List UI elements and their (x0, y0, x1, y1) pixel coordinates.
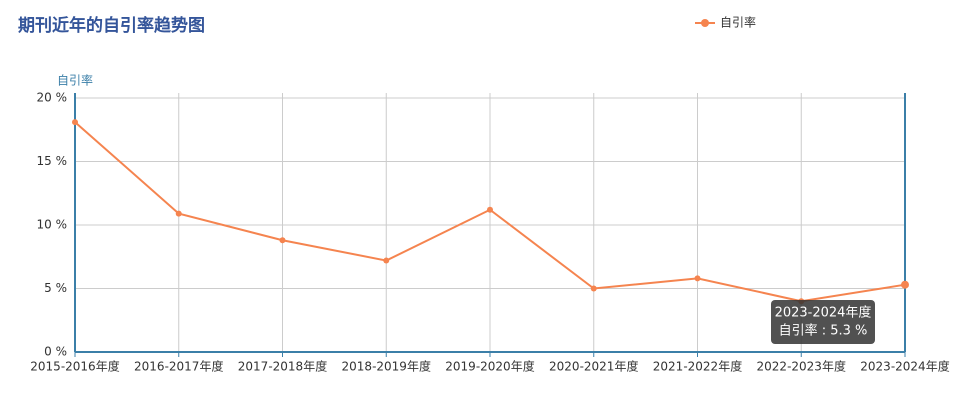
x-tick-label: 2023-2024年度 (860, 359, 949, 374)
chart-title: 期刊近年的自引率趋势图 (18, 15, 205, 36)
tooltip-label: 自引率 : 5.3 % (779, 323, 868, 339)
x-tick-label: 2022-2023年度 (757, 359, 846, 374)
y-axis-label: 自引率 (57, 73, 93, 88)
x-tick-label: 2020-2021年度 (549, 359, 638, 374)
x-tick-label: 2015-2016年度 (30, 359, 119, 374)
y-tick-label: 10 % (37, 218, 68, 232)
legend-label: 自引率 (720, 15, 756, 30)
y-tick-label: 0 % (44, 345, 67, 359)
legend-marker (701, 19, 709, 27)
y-tick-label: 15 % (37, 154, 68, 168)
x-tick-label: 2016-2017年度 (134, 359, 223, 374)
point (901, 280, 909, 289)
x-tick-label: 2021-2022年度 (653, 359, 742, 374)
point (487, 206, 493, 213)
y-tick-label: 20 % (37, 91, 68, 105)
tooltip-box (771, 300, 875, 344)
point (383, 257, 390, 264)
point (279, 237, 286, 244)
y-tick-label: 5 % (44, 281, 67, 295)
point (175, 210, 182, 217)
tooltip-title: 2023-2024年度 (775, 305, 872, 321)
x-tick-label: 2018-2019年度 (342, 359, 431, 374)
point (590, 285, 597, 292)
x-tick-label: 2017-2018年度 (238, 359, 327, 374)
point (72, 119, 78, 126)
x-tick-label: 2019-2020年度 (445, 359, 534, 374)
point (694, 275, 701, 282)
